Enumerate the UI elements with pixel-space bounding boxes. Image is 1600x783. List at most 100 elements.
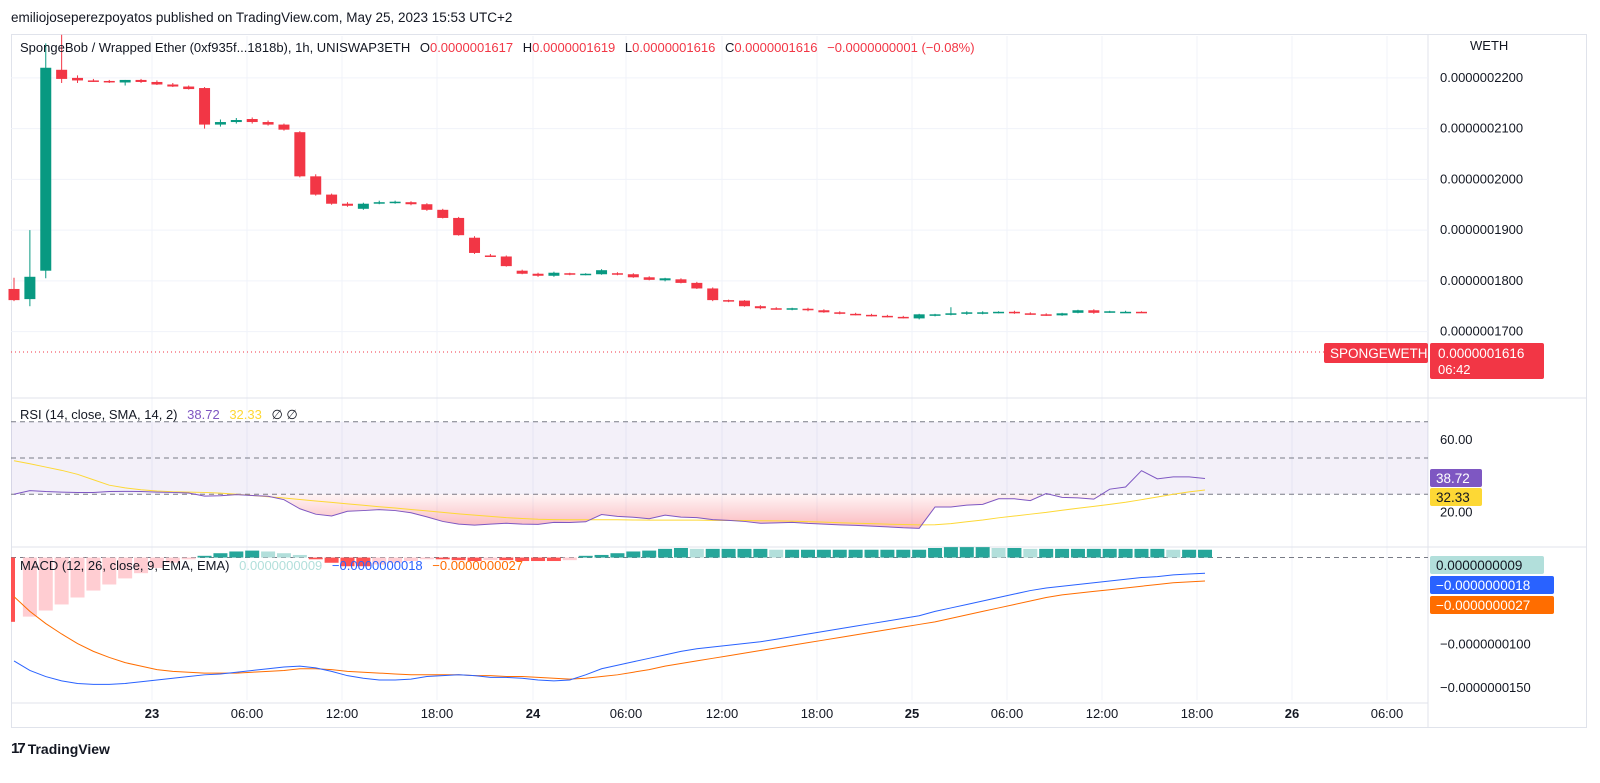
macd-histogram-bar: [149, 557, 164, 568]
macd-histogram-bar: [626, 551, 641, 558]
macd-histogram-bar: [276, 553, 291, 558]
macd-histogram-bar: [816, 549, 831, 558]
macd-hist-value: 0.0000000009: [239, 558, 323, 573]
candle-body: [516, 270, 528, 274]
macd-histogram-bar: [419, 557, 434, 560]
candle-body: [294, 132, 306, 177]
high-value: 0.0000001619: [532, 40, 616, 55]
rsi-title[interactable]: RSI (14, close, SMA, 14, 2): [20, 407, 178, 422]
rsi-tick-label: 20.00: [1440, 504, 1473, 519]
brand-name: TradingView: [27, 740, 110, 757]
macd-histogram-bar: [54, 557, 69, 605]
rsi-sma-value: 32.33: [229, 407, 262, 422]
candle-body: [484, 255, 496, 257]
change-value: −0.0000000001 (−0.08%): [827, 40, 975, 55]
macd-legend: MACD (12, 26, close, 9, EMA, EMA) 0.0000…: [20, 558, 529, 573]
price-tick-label: 0.0000002200: [1440, 70, 1523, 85]
candle-body: [135, 79, 147, 82]
macd-histogram-bar: [578, 555, 593, 558]
price-tick-label: 0.0000001800: [1440, 273, 1523, 288]
candle-body: [1024, 313, 1036, 315]
rsi-oversold-fill: [14, 494, 1205, 529]
rsi-band-fill: [11, 421, 1428, 495]
candle-body: [723, 300, 735, 302]
candle-body: [1008, 311, 1020, 314]
macd-histogram-bar: [1039, 548, 1054, 558]
rsi-background: [11, 421, 1428, 495]
macd-histogram-bar: [102, 557, 117, 585]
price-tick-label: 0.0000001700: [1440, 324, 1523, 339]
rsi-tick-label: 60.00: [1440, 432, 1473, 447]
macd-histogram-bar: [928, 548, 943, 558]
candle-body: [691, 282, 703, 289]
candle-body: [1040, 314, 1052, 316]
publisher-caption: emiliojoseperezpoyatos published on Trad…: [11, 10, 513, 25]
tradingview-logo[interactable]: 17 TradingView: [11, 740, 110, 757]
x-tick-label: 12:00: [326, 706, 359, 721]
macd-pane: [11, 547, 1428, 685]
low-label: L: [624, 40, 633, 55]
macd-histogram-bar: [642, 550, 657, 558]
macd-histogram-bar: [848, 549, 863, 558]
macd-signal-line: [13, 580, 1206, 680]
candle-body: [8, 288, 20, 301]
rsi-value-badge-text: 38.72: [1436, 471, 1470, 486]
candle-body: [738, 300, 750, 307]
symbol-badge-bg: [1324, 343, 1428, 363]
candle-body: [913, 314, 925, 319]
x-tick-label: 26: [1285, 706, 1299, 721]
macd-signal-value: −0.0000000027: [432, 558, 524, 573]
candle-body: [643, 277, 655, 280]
candle-body: [754, 306, 766, 309]
candle-body: [1072, 310, 1084, 313]
macd-histogram-bar: [388, 557, 403, 563]
macd-histogram-bar: [1118, 548, 1133, 558]
high-label: H: [522, 40, 533, 55]
x-tick-label: 06:00: [991, 706, 1024, 721]
macd-histogram-bar: [546, 557, 561, 562]
candle-body: [707, 288, 719, 301]
rsi-lines: [13, 460, 1206, 529]
candle-body: [1056, 313, 1068, 316]
macd-histogram-bar: [229, 551, 244, 558]
macd-histogram-bar: [610, 553, 625, 558]
candle-body: [119, 79, 131, 83]
macd-histogram-bar: [467, 557, 482, 562]
rsi-extra: ∅ ∅: [271, 407, 298, 422]
candle-body: [246, 119, 258, 123]
candle-body: [1104, 311, 1116, 313]
macd-histogram-bar: [673, 548, 688, 558]
macd-title[interactable]: MACD (12, 26, close, 9, EMA, EMA): [20, 558, 230, 573]
open-value: 0.0000001617: [429, 40, 514, 55]
countdown-text: 06:42: [1438, 362, 1471, 377]
macd-histogram-bar: [245, 550, 260, 558]
candle-body: [341, 203, 353, 206]
candle-body: [87, 80, 99, 82]
tradingview-mark-icon: 17: [11, 740, 26, 757]
candle-body: [500, 256, 512, 267]
candle-body: [961, 312, 973, 314]
macd-histogram-bar: [705, 548, 720, 558]
candle-body: [40, 67, 52, 271]
macd-value-badge-bg: [1430, 576, 1554, 594]
macd-histogram-bar: [118, 557, 133, 579]
candle-body: [818, 310, 830, 313]
price-candles: [8, 34, 1147, 320]
candle-body: [278, 124, 290, 130]
candle-body: [151, 81, 163, 85]
candle-body: [675, 279, 687, 283]
macd-histogram-bar: [832, 549, 847, 558]
macd-histogram-bar: [1150, 548, 1165, 558]
candle-body: [945, 313, 957, 315]
symbol-title[interactable]: SpongeBob / Wrapped Ether (0xf935f...181…: [20, 40, 411, 55]
x-tick-label: 06:00: [1371, 706, 1404, 721]
candle-body: [611, 273, 623, 275]
price-badge-text: 0.0000001616: [1438, 346, 1524, 361]
price-badge-bg: [1430, 343, 1544, 379]
macd-value-badge-text: −0.0000000018: [1436, 578, 1530, 593]
candle-body: [1120, 311, 1132, 314]
macd-histogram-bar: [959, 547, 974, 558]
macd-tick-label: −0.0000000100: [1440, 636, 1531, 651]
